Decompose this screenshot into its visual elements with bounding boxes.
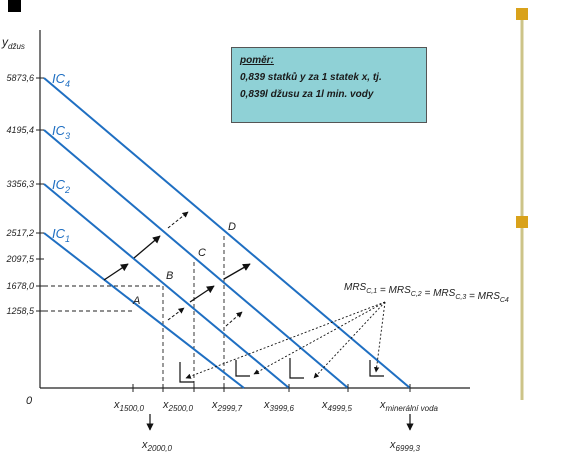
point-b-label: B xyxy=(166,270,173,282)
mrs-pointer-2 xyxy=(253,301,386,375)
y-axis-label: ydžus xyxy=(1,35,25,51)
y-tick-group: 5873,6 4195,4 3356,3 2517,2 2097,5 1678,… xyxy=(5,73,44,316)
x-tick-group xyxy=(132,384,411,392)
ratio-note: poměr: 0,839 statků y za 1 statek x, tj.… xyxy=(231,47,427,123)
point-c-label: C xyxy=(198,247,206,259)
y-tick-label: 2517,2 xyxy=(5,228,34,238)
x-bottom-label: x2000,0 xyxy=(141,439,173,453)
y-tick-label: 4195,4 xyxy=(6,125,34,135)
arrow-ic1-ic2-b xyxy=(189,285,215,303)
arrow-ic1-ic2-a xyxy=(103,263,129,281)
x-tick-label: x1500,0 xyxy=(113,399,145,413)
y-tick-label: 1678,0 xyxy=(6,281,34,291)
ic-1-line xyxy=(43,232,245,389)
y-tick-label: 5873,6 xyxy=(6,73,34,83)
rail-marker-mid xyxy=(516,216,528,228)
ic-3-line xyxy=(43,129,349,389)
ic-1-label: IC1 xyxy=(52,226,70,244)
note-line-2: 0,839l džusu za 1l min. vody xyxy=(240,89,374,100)
arrow-ic3-ic4-a xyxy=(167,211,189,229)
note-title: poměr: xyxy=(240,55,274,66)
slope-triangles xyxy=(179,358,384,383)
origin-label: 0 xyxy=(26,395,33,407)
mrs-pointers xyxy=(185,301,386,379)
y-tick-label: 1258,5 xyxy=(6,306,35,316)
point-d-label: D xyxy=(228,221,236,233)
slope-triangle-3 xyxy=(289,358,304,379)
arrow-dash-c xyxy=(225,311,243,327)
solid-arrows xyxy=(103,235,251,303)
ic-4-label: IC4 xyxy=(52,71,70,89)
x-bottom-label: x6999,3 xyxy=(389,439,421,453)
x-tick-label: x2500,0 xyxy=(162,399,194,413)
mrs-label: MRSC,1 = MRSC,2 = MRSC,3 = MRSC4 xyxy=(344,282,509,304)
slope-triangle-2 xyxy=(235,360,250,377)
rail-marker-top xyxy=(516,8,528,20)
x-axis-label: xminerální voda xyxy=(379,399,439,413)
arrow-ic2-ic3-b xyxy=(167,307,185,321)
ic-4-line xyxy=(43,77,411,389)
x-tick-label: x3999,6 xyxy=(263,399,295,413)
mrs-pointer-3 xyxy=(313,301,386,379)
corner-bar xyxy=(8,0,21,12)
slope-triangle-1 xyxy=(179,362,194,383)
ic-2-line xyxy=(43,183,290,389)
arrow-ic3-ic4-b xyxy=(223,263,251,280)
ic-2-label: IC2 xyxy=(52,177,70,195)
guide-lines xyxy=(44,236,225,388)
note-line-1: 0,839 statků y za 1 statek x, tj. xyxy=(240,72,382,83)
y-tick-label: 2097,5 xyxy=(5,254,35,264)
ic-lines xyxy=(43,77,411,389)
arrow-ic2-ic3-a xyxy=(133,235,161,259)
x-tick-label: x4999,5 xyxy=(321,399,353,413)
mrs-pointer-1 xyxy=(185,301,386,379)
slope-triangle-4 xyxy=(369,360,384,377)
dashed-arrows xyxy=(167,211,243,327)
x-tick-label: x2999,7 xyxy=(211,399,243,413)
point-a-label: A xyxy=(132,295,140,307)
ic-3-label: IC3 xyxy=(52,123,70,141)
y-tick-label: 3356,3 xyxy=(6,179,34,189)
